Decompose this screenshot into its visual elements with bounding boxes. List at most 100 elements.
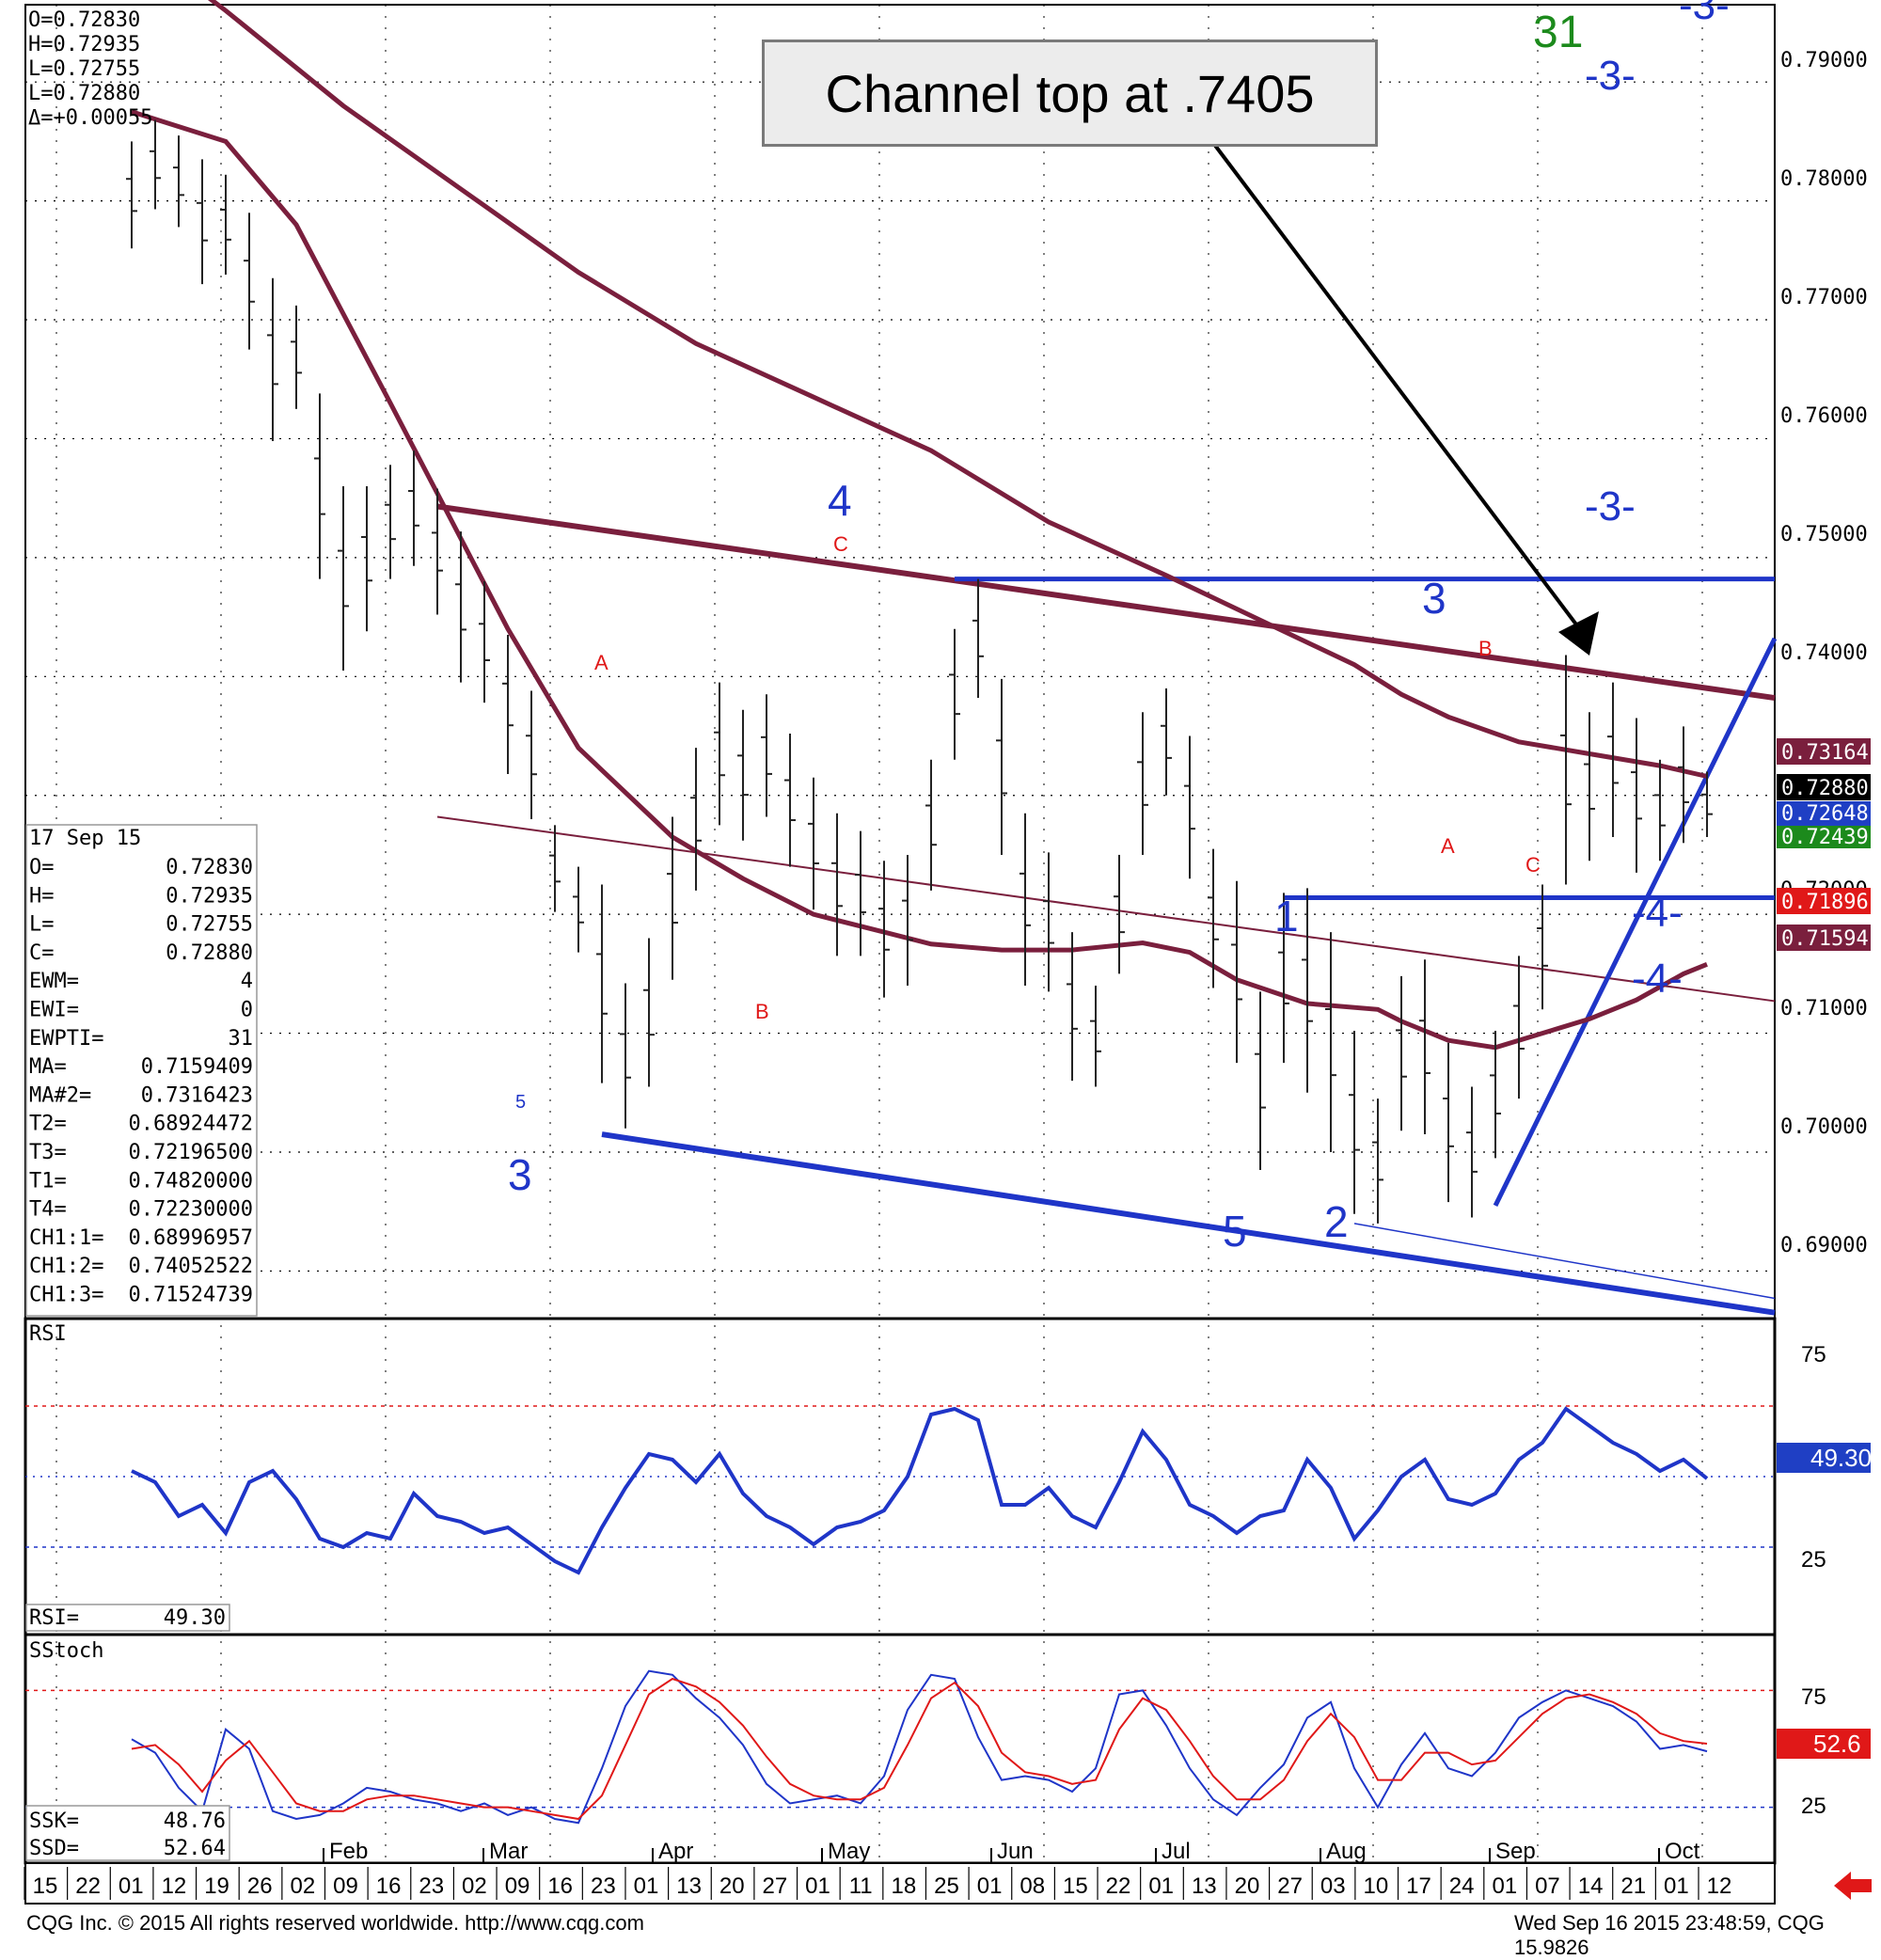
info-label: EWPTI= <box>29 1027 103 1051</box>
price-bar <box>1466 1086 1478 1218</box>
degree-label: -3- <box>1585 53 1636 99</box>
day-label: 08 <box>1020 1873 1045 1899</box>
price-bar <box>1631 718 1642 873</box>
info-value: 31 <box>229 1027 254 1051</box>
info-date: 17 Sep 15 <box>29 827 141 850</box>
wave-sub-label: A <box>1441 834 1455 858</box>
info-value: 0.74820000 <box>129 1169 253 1193</box>
price-tag-red: 0.71896 <box>1781 891 1869 914</box>
price-bar <box>831 813 843 956</box>
day-label: 01 <box>119 1873 144 1899</box>
wave-label-4: 4 <box>828 476 852 525</box>
price-tag-ma-box <box>1777 925 1871 951</box>
info-value: 4 <box>241 970 253 993</box>
price-bar <box>1302 888 1313 1093</box>
price-bar <box>1043 852 1054 992</box>
price-bar <box>1255 991 1266 1170</box>
day-label: 20 <box>1235 1873 1260 1899</box>
top-ohlc-open: O=0.72830 <box>28 8 140 32</box>
info-value: 0.7316423 <box>141 1083 253 1107</box>
price-tick: 0.74000 <box>1780 641 1868 665</box>
price-bar <box>432 488 443 615</box>
footer-timestamp: Wed Sep 16 2015 23:48:59, CQG 15.9826 <box>1514 1911 1825 1959</box>
scroll-left-arrow-icon[interactable] <box>1834 1872 1872 1900</box>
top-ohlc-last: L=0.72880 <box>28 82 140 105</box>
info-label: CH1:1= <box>29 1226 103 1250</box>
callout-arrow <box>1211 141 1599 656</box>
price-bar <box>667 816 678 980</box>
month-label: Apr <box>658 1839 693 1864</box>
info-label: MA= <box>29 1055 67 1079</box>
rsi-tag: 49.30 <box>1810 1444 1872 1472</box>
day-label: 22 <box>75 1873 101 1899</box>
day-label: 07 <box>1535 1873 1560 1899</box>
price-panel <box>24 4 1776 1320</box>
info-value: 0.72880 <box>166 941 253 965</box>
price-tick: 0.79000 <box>1780 49 1868 72</box>
price-bar <box>361 486 372 632</box>
degree-label: -3- <box>1585 483 1636 530</box>
rsi-tag-box <box>1777 1443 1871 1473</box>
day-label: 09 <box>505 1873 530 1899</box>
wave-label-2: 2 <box>1324 1197 1349 1246</box>
price-bar <box>949 628 960 760</box>
info-value: 0 <box>241 999 253 1022</box>
price-bar <box>267 277 278 441</box>
sstoch-panel <box>24 1633 1777 1865</box>
day-label: 27 <box>763 1873 788 1899</box>
price-bar <box>1278 893 1289 1064</box>
wave-label-5: 5 <box>1223 1207 1247 1256</box>
price-bar <box>1067 932 1078 1082</box>
info-label: EWI= <box>29 999 79 1022</box>
price-bar <box>220 174 231 275</box>
month-label: May <box>828 1839 870 1864</box>
day-label: 12 <box>1707 1873 1732 1899</box>
day-label: 11 <box>849 1873 873 1899</box>
sstoch-ssd-line <box>131 1677 1708 1821</box>
info-label: L= <box>29 913 55 937</box>
price-bar <box>784 733 796 867</box>
price-bar <box>972 578 984 699</box>
price-bar <box>291 305 302 409</box>
price-bar <box>1443 1042 1454 1203</box>
day-label: 12 <box>162 1873 187 1899</box>
info-value: 0.74052522 <box>129 1255 253 1278</box>
day-label: 25 <box>934 1873 959 1899</box>
price-bar <box>643 938 655 1087</box>
price-bar <box>1513 956 1525 1099</box>
price-bar <box>1349 1031 1360 1214</box>
price-tag-last-box <box>1777 774 1871 800</box>
channel-top-callout: Channel top at .7405 <box>762 40 1378 147</box>
price-bar <box>197 159 208 285</box>
day-label: 13 <box>1192 1873 1217 1899</box>
month-label: Sep <box>1495 1839 1536 1864</box>
ma2-line <box>207 0 1708 779</box>
price-bar <box>1396 975 1407 1131</box>
price-bar <box>549 825 561 912</box>
price-bar <box>385 465 396 579</box>
price-tick: 0.77000 <box>1780 286 1868 309</box>
day-label: 16 <box>547 1873 573 1899</box>
day-label: 02 <box>290 1873 315 1899</box>
day-label: 23 <box>591 1873 616 1899</box>
day-label: 01 <box>1492 1873 1517 1899</box>
day-label: 01 <box>634 1873 659 1899</box>
ssk-label: SSK= <box>29 1810 79 1833</box>
wave-sub-label: C <box>833 532 848 556</box>
channel-bottom-thin <box>1353 1223 1776 1300</box>
info-label: EWM= <box>29 970 79 993</box>
price-bar <box>1325 932 1336 1153</box>
wave-label-green-31: 31 <box>1533 8 1583 57</box>
day-label: 01 <box>805 1873 830 1899</box>
info-label: CH1:2= <box>29 1255 103 1278</box>
price-tag-ma2: 0.73164 <box>1781 741 1869 765</box>
wave-small-5: 5 <box>515 1092 526 1113</box>
info-label: O= <box>29 856 55 879</box>
day-label: 24 <box>1449 1873 1475 1899</box>
ssd-label: SSD= <box>29 1837 79 1860</box>
price-bar <box>596 884 608 1083</box>
wave-label-3-august: 3 <box>1422 574 1446 623</box>
price-bar <box>1607 682 1619 837</box>
info-value: 0.72755 <box>166 913 253 937</box>
price-bar <box>855 830 866 956</box>
